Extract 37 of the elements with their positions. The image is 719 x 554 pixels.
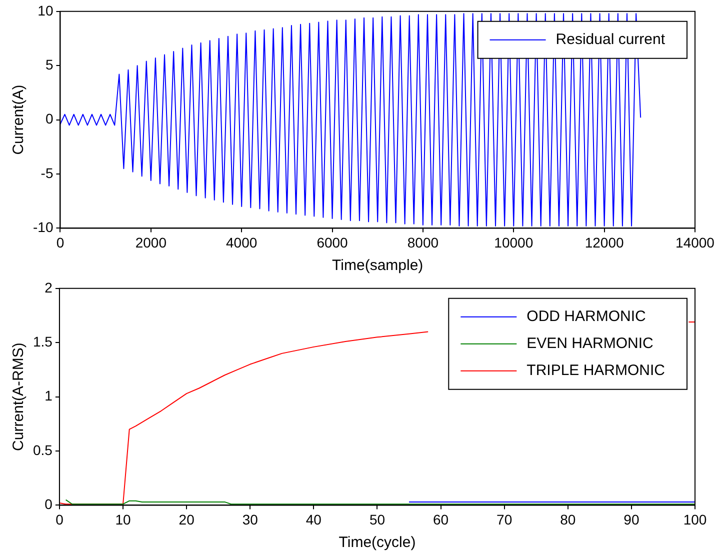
legend-label: ODD HARMONIC xyxy=(526,308,646,326)
legend-label: Residual current xyxy=(556,31,666,48)
y-tick-label: 0.5 xyxy=(32,442,53,458)
y-axis-title: Current(A) xyxy=(10,84,28,155)
x-tick-label: 20 xyxy=(178,511,195,528)
legend-label: EVEN HARMONIC xyxy=(526,335,654,352)
x-tick-label: 100 xyxy=(683,511,707,528)
x-tick-label: 2000 xyxy=(135,234,167,250)
y-tick-label: 5 xyxy=(45,56,54,72)
x-tick-label: 0 xyxy=(56,511,64,528)
x-tick-label: 70 xyxy=(496,511,512,528)
x-tick-label: 8000 xyxy=(407,234,439,250)
y-tick-label: 10 xyxy=(38,2,54,18)
y-tick-label: 1 xyxy=(44,388,53,404)
x-tick-label: 4000 xyxy=(226,234,258,250)
y-tick-label: 2 xyxy=(44,279,53,296)
x-tick-label: 40 xyxy=(306,511,322,528)
x-axis-title: Time(cycle) xyxy=(338,534,416,552)
x-tick-label: 60 xyxy=(432,511,449,528)
x-tick-label: 90 xyxy=(624,511,640,528)
x-tick-label: 10 xyxy=(115,511,132,528)
y-tick-label: 0 xyxy=(44,496,53,512)
x-tick-label: 0 xyxy=(56,234,64,250)
x-tick-label: 30 xyxy=(242,511,258,528)
legend-label: TRIPLE HARMONIC xyxy=(526,362,666,380)
y-axis-title: Current(A-RMS) xyxy=(10,342,28,451)
x-tick-label: 14000 xyxy=(676,234,715,250)
y-tick-label: -10 xyxy=(33,219,54,236)
y-tick-label: -5 xyxy=(40,164,54,181)
x-tick-label: 6000 xyxy=(316,234,348,250)
x-axis-title: Time(sample) xyxy=(332,257,424,274)
x-tick-label: 80 xyxy=(560,511,576,528)
x-tick-label: 10000 xyxy=(494,234,534,250)
x-tick-label: 12000 xyxy=(584,234,624,250)
y-tick-label: 0 xyxy=(45,110,54,127)
y-tick-label: 1.5 xyxy=(32,333,53,350)
x-tick-label: 50 xyxy=(369,511,386,528)
